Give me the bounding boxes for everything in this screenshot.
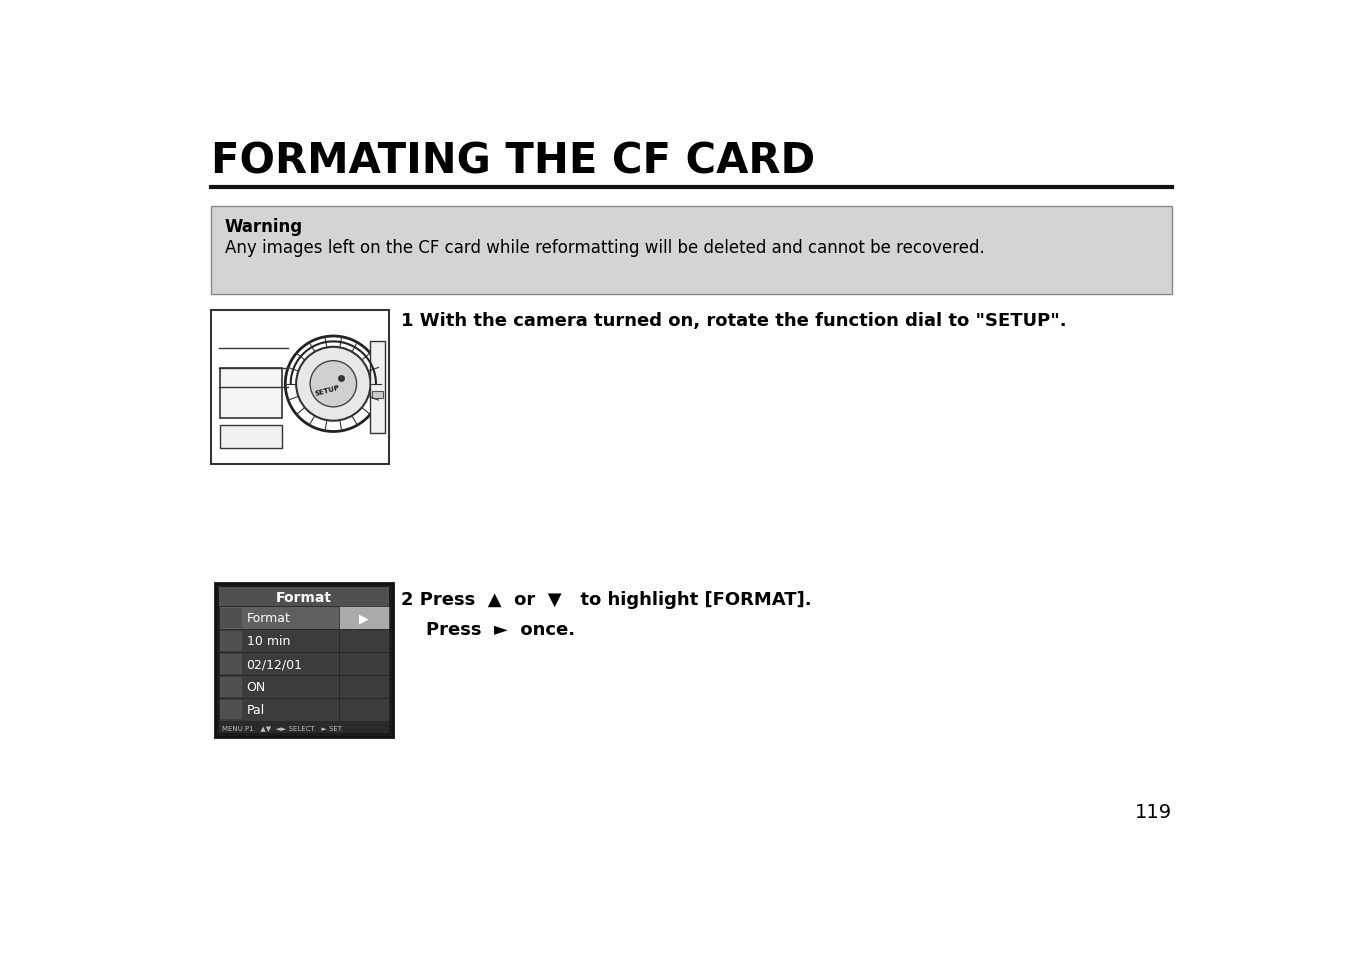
Text: 02/12/01: 02/12/01: [246, 658, 303, 671]
Text: SETUP: SETUP: [314, 384, 341, 396]
Bar: [211, 311, 389, 464]
Bar: [339, 699, 389, 721]
Bar: [339, 676, 389, 699]
Text: 1 With the camera turned on, rotate the function dial to "SETUP".: 1 With the camera turned on, rotate the …: [401, 312, 1066, 330]
Bar: [221, 426, 283, 449]
Text: Press  ►  once.: Press ► once.: [401, 620, 575, 639]
FancyBboxPatch shape: [211, 207, 1172, 295]
Text: 2 Press  ▲  or  ▼   to highlight [FORMAT].: 2 Press ▲ or ▼ to highlight [FORMAT].: [401, 590, 812, 608]
Bar: [371, 392, 382, 398]
Bar: [221, 677, 242, 697]
Text: Format: Format: [276, 590, 332, 604]
Circle shape: [296, 348, 370, 421]
Bar: [218, 721, 389, 734]
Bar: [218, 676, 339, 699]
Bar: [221, 369, 283, 418]
Bar: [339, 653, 389, 676]
Text: ON: ON: [246, 680, 265, 694]
Text: 119: 119: [1135, 802, 1172, 821]
Text: Any images left on the CF card while reformatting will be deleted and cannot be : Any images left on the CF card while ref…: [225, 239, 984, 257]
Bar: [218, 653, 339, 676]
Text: 10 min: 10 min: [246, 635, 289, 647]
Text: MENU P1   ▲▼  ◄► SELECT   ► SET: MENU P1 ▲▼ ◄► SELECT ► SET: [222, 724, 342, 730]
Bar: [218, 630, 339, 653]
Bar: [221, 608, 242, 628]
Circle shape: [310, 361, 357, 408]
Circle shape: [285, 336, 381, 432]
Bar: [218, 699, 339, 721]
Text: Format: Format: [246, 612, 291, 624]
Bar: [339, 607, 389, 630]
Bar: [221, 700, 242, 720]
Bar: [221, 654, 242, 674]
Text: ▶: ▶: [359, 612, 369, 624]
Bar: [218, 587, 389, 607]
Text: Pal: Pal: [246, 703, 265, 717]
Bar: [370, 341, 385, 434]
Text: Warning: Warning: [225, 218, 303, 236]
Bar: [218, 607, 339, 630]
Bar: [215, 583, 393, 738]
Bar: [339, 630, 389, 653]
Text: FORMATING THE CF CARD: FORMATING THE CF CARD: [211, 140, 814, 182]
Bar: [221, 631, 242, 651]
